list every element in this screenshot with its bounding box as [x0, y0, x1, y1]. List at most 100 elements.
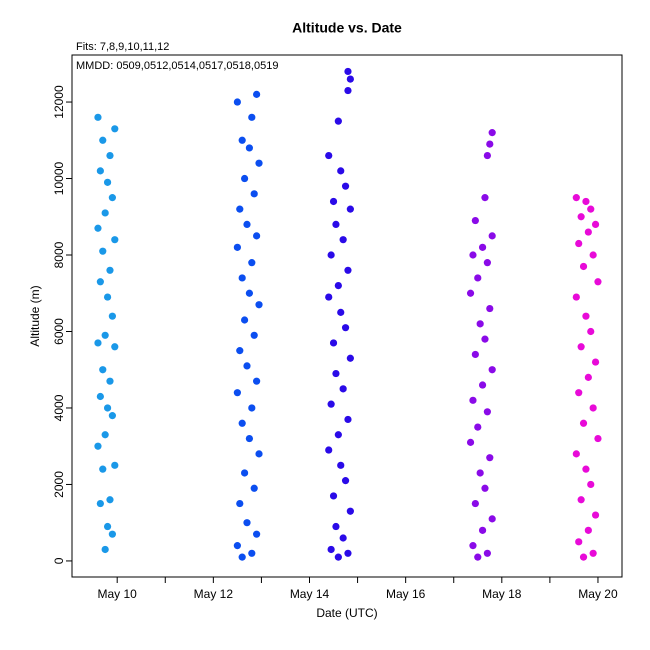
data-point [243, 220, 251, 229]
data-point [245, 144, 254, 152]
y-tick-label: 2000 [52, 471, 66, 498]
data-point [341, 477, 350, 485]
data-point [469, 396, 477, 404]
data-point [329, 197, 338, 206]
data-point [233, 542, 241, 550]
data-point [240, 174, 249, 183]
data-point [327, 545, 335, 554]
data-point [325, 293, 333, 301]
data-point [96, 278, 104, 286]
data-point [334, 431, 342, 439]
data-point [103, 293, 112, 301]
data-point [255, 301, 263, 309]
data-point [329, 492, 338, 500]
data-point [486, 140, 494, 148]
data-point [469, 251, 477, 259]
data-point [332, 369, 340, 378]
data-point [587, 327, 595, 336]
data-point [103, 522, 112, 531]
y-axis-label: Altitude (m) [28, 285, 42, 346]
data-point [594, 278, 602, 286]
data-point [488, 515, 496, 523]
data-point [233, 389, 241, 397]
data-point [253, 530, 261, 538]
data-point [591, 511, 600, 519]
data-point [584, 228, 592, 236]
data-point [238, 553, 246, 561]
data-point [240, 469, 249, 477]
data-point [584, 526, 592, 534]
data-point [483, 259, 491, 267]
x-tick-label: May 16 [386, 587, 426, 601]
data-point [255, 450, 263, 458]
data-point [481, 194, 489, 202]
data-point [589, 404, 597, 412]
data-point [481, 335, 489, 343]
data-point [111, 125, 119, 133]
data-point [579, 262, 588, 271]
data-point [478, 381, 487, 389]
x-tick-label: May 10 [98, 587, 138, 601]
data-point [591, 220, 600, 229]
data-point [99, 136, 107, 144]
data-point [587, 205, 595, 213]
data-point [96, 392, 104, 401]
data-point [486, 304, 494, 313]
data-point [236, 347, 244, 355]
data-point [344, 549, 352, 557]
data-point [346, 354, 354, 362]
data-point [332, 220, 340, 229]
data-point [582, 197, 590, 206]
y-tick-label: 4000 [52, 394, 66, 421]
data-point [248, 113, 256, 121]
data-point [99, 465, 107, 473]
data-point [334, 281, 342, 290]
plot-frame [71, 54, 623, 578]
data-point [103, 404, 112, 412]
data-point [248, 259, 256, 267]
y-tick-label: 12000 [52, 85, 66, 119]
data-point [337, 167, 345, 175]
data-point [253, 90, 261, 98]
data-point [106, 377, 114, 385]
data-point [466, 289, 475, 297]
data-point [236, 205, 244, 213]
data-point [255, 159, 263, 167]
data-point [471, 350, 479, 359]
data-point [327, 251, 335, 259]
data-point [250, 190, 258, 198]
data-point [108, 530, 116, 538]
data-point [101, 431, 109, 439]
data-point [334, 553, 342, 561]
data-point [486, 454, 494, 462]
y-tick-label: 10000 [52, 162, 66, 196]
data-point [579, 419, 588, 427]
data-point [245, 434, 254, 443]
data-point [337, 308, 345, 316]
data-point [111, 461, 119, 469]
data-point [577, 496, 585, 504]
data-point [346, 75, 354, 83]
x-tick-label: May 14 [290, 587, 330, 601]
data-point [108, 412, 116, 420]
data-point [344, 67, 352, 76]
data-point [99, 366, 107, 374]
data-point [332, 522, 340, 531]
data-point [250, 484, 258, 492]
data-point [474, 274, 482, 282]
data-point [334, 117, 342, 125]
data-point [469, 542, 477, 550]
data-point [248, 549, 256, 557]
data-point [101, 545, 109, 554]
data-point [577, 213, 585, 221]
data-point [346, 507, 354, 515]
data-point [572, 293, 580, 301]
data-point [111, 343, 119, 351]
data-point [96, 167, 104, 175]
y-tick-label: 8000 [52, 241, 66, 268]
y-tick-label: 0 [52, 557, 66, 564]
data-point [488, 129, 496, 137]
data-point [575, 538, 583, 546]
data-point [589, 549, 597, 557]
